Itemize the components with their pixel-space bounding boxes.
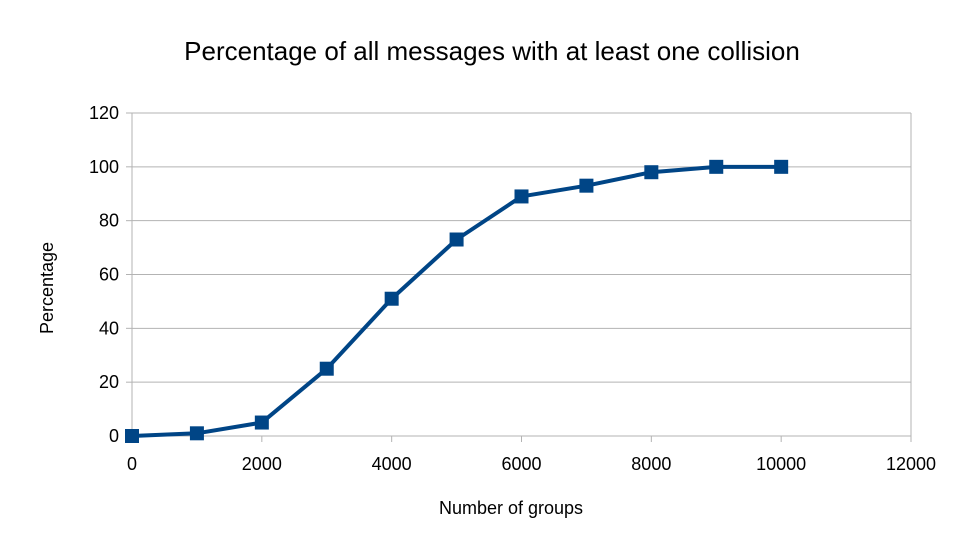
x-tick-label: 0 — [127, 454, 137, 474]
y-tick-label: 40 — [99, 318, 119, 338]
data-point-4000 — [384, 291, 399, 306]
x-tick-label: 12000 — [886, 454, 936, 474]
x-tick-label: 8000 — [631, 454, 671, 474]
data-point-8000 — [644, 165, 659, 180]
x-tick-labels: 0 2000 4000 6000 8000 10000 12000 — [127, 454, 936, 474]
series-layer — [125, 159, 789, 443]
y-tick-label: 120 — [89, 103, 119, 123]
axes — [126, 112, 912, 442]
x-tick-label: 2000 — [242, 454, 282, 474]
y-tick-label: 60 — [99, 265, 119, 285]
data-point-6000 — [514, 189, 529, 204]
x-tick-label: 10000 — [756, 454, 806, 474]
y-tick-label: 0 — [109, 426, 119, 446]
x-tick-label: 4000 — [372, 454, 412, 474]
data-point-7000 — [579, 178, 594, 193]
y-tick-label: 100 — [89, 157, 119, 177]
data-point-2000 — [254, 415, 269, 430]
data-point-0 — [125, 429, 139, 443]
y-axis-title: Percentage — [37, 242, 57, 334]
data-point-10000 — [774, 159, 789, 174]
data-point-9000 — [709, 159, 724, 174]
x-axis-title: Number of groups — [439, 498, 583, 518]
y-tick-label: 80 — [99, 211, 119, 231]
y-tick-labels: 0 20 40 60 80 100 120 — [89, 103, 119, 446]
series-line — [131, 164, 782, 438]
x-tick-label: 6000 — [501, 454, 541, 474]
grid-lines — [132, 112, 911, 437]
chart-title: Percentage of all messages with at least… — [184, 36, 800, 66]
data-point-5000 — [449, 232, 464, 247]
y-tick-label: 20 — [99, 372, 119, 392]
data-point-1000 — [189, 426, 204, 441]
data-point-3000 — [319, 361, 334, 376]
